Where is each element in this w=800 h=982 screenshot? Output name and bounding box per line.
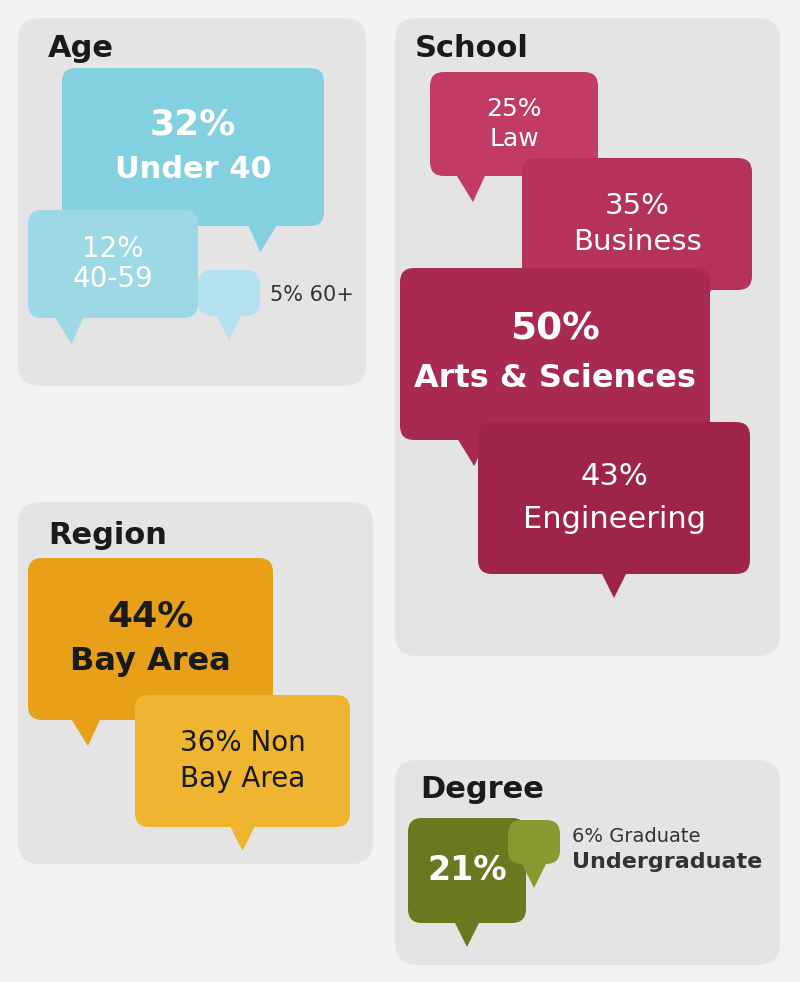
Text: 6% Graduate: 6% Graduate	[572, 827, 701, 846]
Polygon shape	[455, 923, 479, 947]
Text: School: School	[415, 33, 529, 63]
FancyBboxPatch shape	[198, 270, 260, 316]
FancyBboxPatch shape	[395, 18, 780, 656]
Text: Bay Area: Bay Area	[70, 646, 231, 678]
FancyBboxPatch shape	[430, 72, 598, 176]
Polygon shape	[230, 827, 254, 851]
Polygon shape	[683, 290, 711, 316]
Text: Degree: Degree	[420, 776, 544, 804]
Polygon shape	[602, 574, 626, 598]
Text: Arts & Sciences: Arts & Sciences	[414, 362, 696, 394]
FancyBboxPatch shape	[400, 268, 710, 440]
Text: 40-59: 40-59	[73, 265, 154, 293]
Text: Undergraduate: Undergraduate	[572, 852, 762, 872]
Text: 21%: 21%	[427, 854, 507, 887]
Polygon shape	[217, 316, 241, 340]
Polygon shape	[522, 864, 546, 888]
FancyBboxPatch shape	[18, 18, 366, 386]
FancyBboxPatch shape	[508, 820, 560, 864]
Text: 35%: 35%	[605, 191, 670, 220]
Text: Under 40: Under 40	[114, 154, 271, 184]
Text: 25%: 25%	[486, 97, 542, 122]
Text: 43%: 43%	[580, 463, 648, 491]
Text: Business: Business	[573, 229, 702, 256]
Text: 36% Non: 36% Non	[180, 729, 306, 756]
Text: 5% 60+: 5% 60+	[270, 285, 354, 305]
Text: Bay Area: Bay Area	[180, 766, 305, 793]
Text: Law: Law	[489, 127, 539, 150]
FancyBboxPatch shape	[18, 502, 373, 864]
FancyBboxPatch shape	[395, 760, 780, 965]
FancyBboxPatch shape	[478, 422, 750, 574]
Text: 44%: 44%	[107, 599, 194, 633]
FancyBboxPatch shape	[28, 210, 198, 318]
Text: 32%: 32%	[150, 108, 236, 141]
Text: Age: Age	[48, 33, 114, 63]
Polygon shape	[55, 318, 83, 344]
FancyBboxPatch shape	[62, 68, 324, 226]
Polygon shape	[457, 176, 485, 202]
Text: 12%: 12%	[82, 235, 144, 263]
FancyBboxPatch shape	[135, 695, 350, 827]
Polygon shape	[458, 440, 486, 466]
FancyBboxPatch shape	[28, 558, 273, 720]
Text: Engineering: Engineering	[522, 505, 706, 534]
FancyBboxPatch shape	[408, 818, 526, 923]
Text: 50%: 50%	[510, 312, 600, 348]
FancyBboxPatch shape	[522, 158, 752, 290]
Polygon shape	[248, 226, 276, 252]
Polygon shape	[72, 720, 100, 746]
Text: Region: Region	[48, 520, 167, 550]
